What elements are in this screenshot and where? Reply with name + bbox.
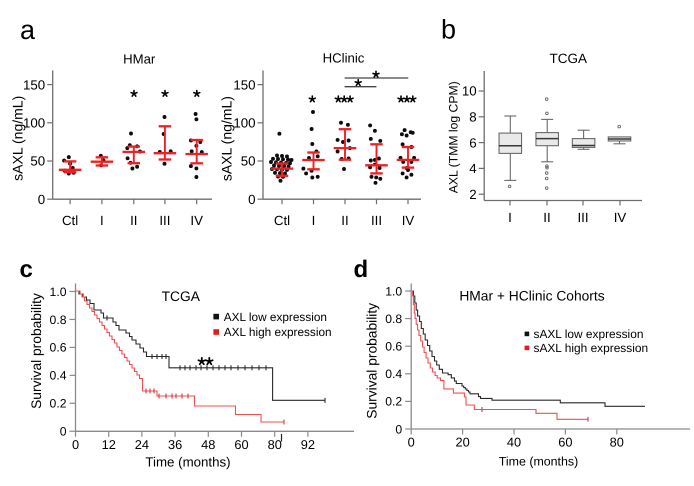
svg-text:HMar: HMar	[123, 51, 156, 66]
svg-text:0.8: 0.8	[50, 313, 67, 327]
svg-text:III: III	[371, 213, 382, 228]
svg-text:2: 2	[469, 187, 476, 202]
svg-text:b: b	[441, 15, 456, 45]
svg-text:150: 150	[23, 77, 45, 92]
svg-text:0.6: 0.6	[385, 340, 402, 354]
svg-text:IV: IV	[614, 210, 627, 225]
svg-text:TCGA: TCGA	[550, 51, 588, 66]
svg-text:50: 50	[30, 154, 45, 169]
svg-text:24: 24	[135, 437, 149, 452]
svg-text:1.0: 1.0	[385, 284, 402, 298]
svg-text:20: 20	[455, 435, 469, 450]
svg-text:6: 6	[469, 135, 476, 150]
svg-text:0: 0	[408, 435, 415, 450]
svg-text:III: III	[159, 213, 170, 228]
svg-text:Time (months): Time (months)	[499, 455, 578, 469]
svg-text:0: 0	[248, 192, 255, 207]
svg-text:0.6: 0.6	[50, 341, 67, 355]
svg-text:0.8: 0.8	[385, 312, 402, 326]
svg-text:4: 4	[469, 161, 476, 176]
svg-text:50: 50	[241, 154, 256, 169]
svg-text:TCGA: TCGA	[162, 289, 201, 304]
svg-text:100: 100	[233, 116, 255, 131]
svg-text:80: 80	[268, 437, 282, 452]
svg-text:AXL high expression: AXL high expression	[224, 325, 332, 339]
svg-text:0.2: 0.2	[385, 395, 402, 409]
svg-text:II: II	[341, 213, 348, 228]
svg-text:48: 48	[201, 437, 215, 452]
svg-text:8: 8	[469, 110, 476, 125]
svg-text:Time (months): Time (months)	[145, 455, 230, 470]
svg-text:AXL low expression: AXL low expression	[224, 310, 327, 324]
svg-text:Survival probability: Survival probability	[29, 293, 44, 409]
svg-text:Ctl: Ctl	[274, 213, 290, 228]
svg-text:92: 92	[301, 437, 315, 452]
svg-text:II: II	[543, 210, 550, 225]
svg-text:0: 0	[60, 425, 67, 439]
svg-text:40: 40	[507, 435, 521, 450]
svg-text:sAXL high expression: sAXL high expression	[534, 341, 649, 355]
svg-text:60: 60	[558, 435, 572, 450]
svg-text:80: 80	[610, 435, 624, 450]
svg-text:a: a	[20, 15, 36, 45]
svg-text:Survival probability: Survival probability	[365, 303, 380, 419]
svg-text:1.0: 1.0	[50, 285, 67, 299]
svg-text:0: 0	[72, 437, 79, 452]
svg-text:100: 100	[23, 116, 45, 131]
svg-text:HMar + HClinic Cohorts: HMar + HClinic Cohorts	[459, 288, 604, 303]
svg-text:0.4: 0.4	[385, 367, 402, 381]
svg-text:III: III	[577, 210, 588, 225]
svg-text:36: 36	[168, 437, 182, 452]
svg-text:HClinic: HClinic	[323, 51, 365, 66]
svg-text:sAXL (ng/mL): sAXL (ng/mL)	[219, 96, 235, 181]
svg-text:sAXL (ng/mL): sAXL (ng/mL)	[10, 96, 26, 181]
svg-text:0.2: 0.2	[50, 397, 67, 411]
svg-text:0: 0	[38, 192, 45, 207]
svg-text:IV: IV	[190, 213, 203, 228]
svg-text:I: I	[100, 213, 104, 228]
svg-text:II: II	[130, 213, 137, 228]
svg-text:IV: IV	[402, 213, 415, 228]
svg-text:d: d	[354, 256, 369, 283]
svg-text:150: 150	[233, 77, 255, 92]
svg-text:c: c	[20, 256, 33, 283]
svg-text:10: 10	[462, 84, 477, 99]
svg-text:AXL (TMM log CPM): AXL (TMM log CPM)	[447, 81, 461, 193]
svg-text:sAXL low expression: sAXL low expression	[534, 327, 644, 341]
svg-text:60: 60	[234, 437, 248, 452]
svg-text:I: I	[312, 213, 316, 228]
svg-text:12: 12	[102, 437, 116, 452]
svg-text:0.4: 0.4	[50, 369, 67, 383]
svg-text:Ctl: Ctl	[62, 213, 78, 228]
svg-text:0: 0	[395, 422, 402, 436]
svg-text:I: I	[508, 210, 512, 225]
